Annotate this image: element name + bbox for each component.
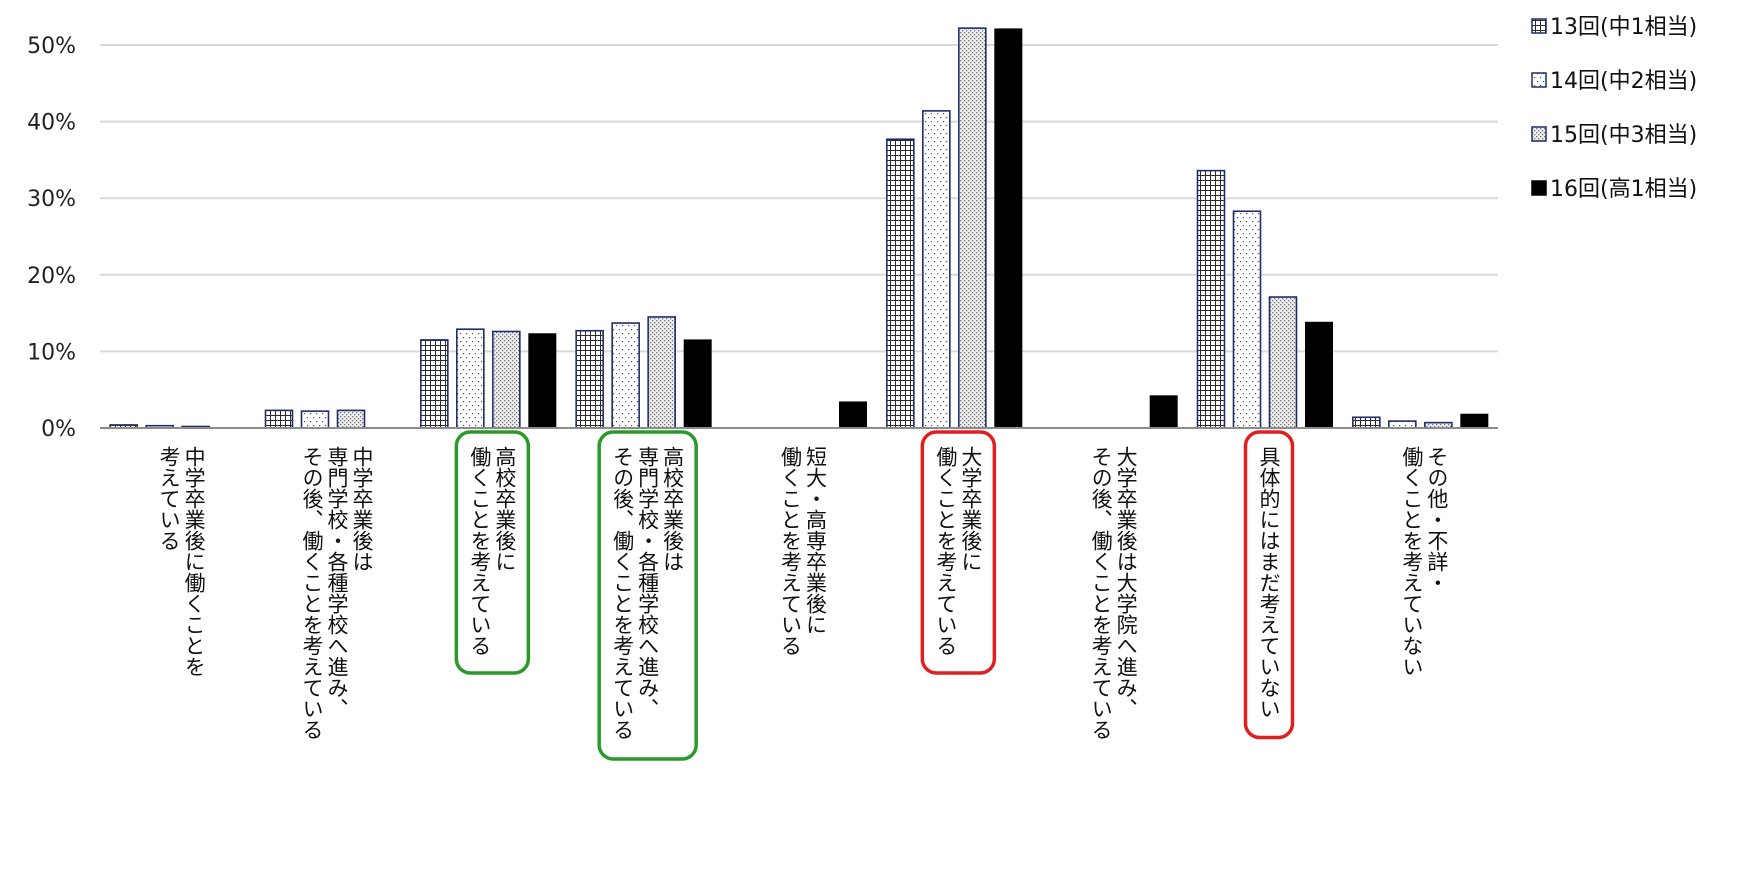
legend: 13回(中1相当) 14回(中2相当) 15回(中3相当) 16回(高1相当) bbox=[1531, 15, 1697, 202]
category-label: 短大・高専卒業後に bbox=[804, 446, 828, 635]
category-label: その後、働くことを考えている bbox=[611, 446, 635, 740]
category-label: 大学卒業後は大学院へ進み、 bbox=[1114, 446, 1138, 719]
bar bbox=[1232, 210, 1262, 429]
gridlines bbox=[100, 44, 1498, 353]
category-label: その他・不詳・ bbox=[1425, 446, 1449, 593]
category-label: 高校卒業後に bbox=[493, 446, 517, 572]
legend-label: 14回(中2相当) bbox=[1550, 69, 1697, 94]
bar bbox=[1149, 395, 1178, 429]
bar bbox=[922, 110, 951, 429]
bar bbox=[647, 316, 676, 429]
category-label: 具体的にはまだ考えていない bbox=[1257, 446, 1281, 719]
y-tick-label: 40% bbox=[27, 111, 76, 136]
y-tick-label: 10% bbox=[27, 340, 76, 365]
highlight-frame bbox=[920, 430, 997, 675]
category-label: 働くことを考えている bbox=[779, 446, 803, 656]
category-label: 中学卒業後に働くことを bbox=[182, 446, 206, 677]
y-tick-label: 50% bbox=[27, 34, 76, 59]
legend-swatch bbox=[1531, 72, 1547, 88]
category-highlights bbox=[454, 430, 1295, 761]
category-label: 中学卒業後は bbox=[350, 446, 374, 572]
bar bbox=[611, 322, 640, 429]
bar bbox=[336, 409, 366, 429]
category-label: その後、働くことを考えている bbox=[300, 446, 324, 740]
bar bbox=[683, 339, 712, 429]
bar bbox=[958, 27, 987, 429]
bar bbox=[1196, 169, 1226, 429]
y-axis-ticks: 0% 10% 20% 30% 40% 50% bbox=[27, 34, 76, 442]
bar bbox=[575, 329, 604, 429]
category-label: 考えている bbox=[157, 446, 181, 551]
category-label: 働くことを考えている bbox=[468, 446, 492, 656]
bar bbox=[1268, 296, 1298, 429]
highlight-frame bbox=[1243, 430, 1295, 740]
bars bbox=[109, 27, 1489, 429]
category-label: 高校卒業後は bbox=[661, 446, 685, 572]
y-tick-label: 30% bbox=[27, 187, 76, 212]
bar bbox=[886, 138, 915, 429]
category-label: 働くことを考えていない bbox=[1400, 446, 1424, 677]
category-label: その後、働くことを考えている bbox=[1089, 446, 1113, 740]
bar bbox=[1352, 416, 1381, 429]
highlight-frame bbox=[597, 430, 698, 761]
bar bbox=[300, 410, 330, 429]
bar bbox=[528, 333, 557, 429]
highlight-frame bbox=[454, 430, 531, 675]
bar bbox=[1388, 420, 1417, 429]
category-label: 専門学校・各種学校へ進み、 bbox=[636, 446, 660, 719]
bar bbox=[456, 328, 485, 429]
legend-swatch bbox=[1531, 18, 1547, 34]
y-tick-label: 0% bbox=[41, 417, 76, 442]
bar bbox=[492, 330, 521, 429]
legend-label: 13回(中1相当) bbox=[1550, 15, 1697, 40]
bar bbox=[1460, 413, 1489, 429]
legend-swatch bbox=[1531, 126, 1547, 142]
bar bbox=[839, 401, 867, 429]
legend-swatch bbox=[1531, 180, 1547, 196]
legend-label: 16回(高1相当) bbox=[1550, 177, 1697, 202]
bar bbox=[264, 409, 294, 429]
category-label: 専門学校・各種学校へ進み、 bbox=[325, 446, 349, 719]
category-label: 大学卒業後に bbox=[959, 446, 983, 572]
y-tick-label: 20% bbox=[27, 264, 76, 289]
bar bbox=[420, 339, 449, 429]
bar bbox=[1305, 321, 1333, 429]
legend-label: 15回(中3相当) bbox=[1550, 123, 1697, 148]
bar bbox=[994, 28, 1023, 429]
category-label: 働くことを考えている bbox=[934, 446, 958, 656]
